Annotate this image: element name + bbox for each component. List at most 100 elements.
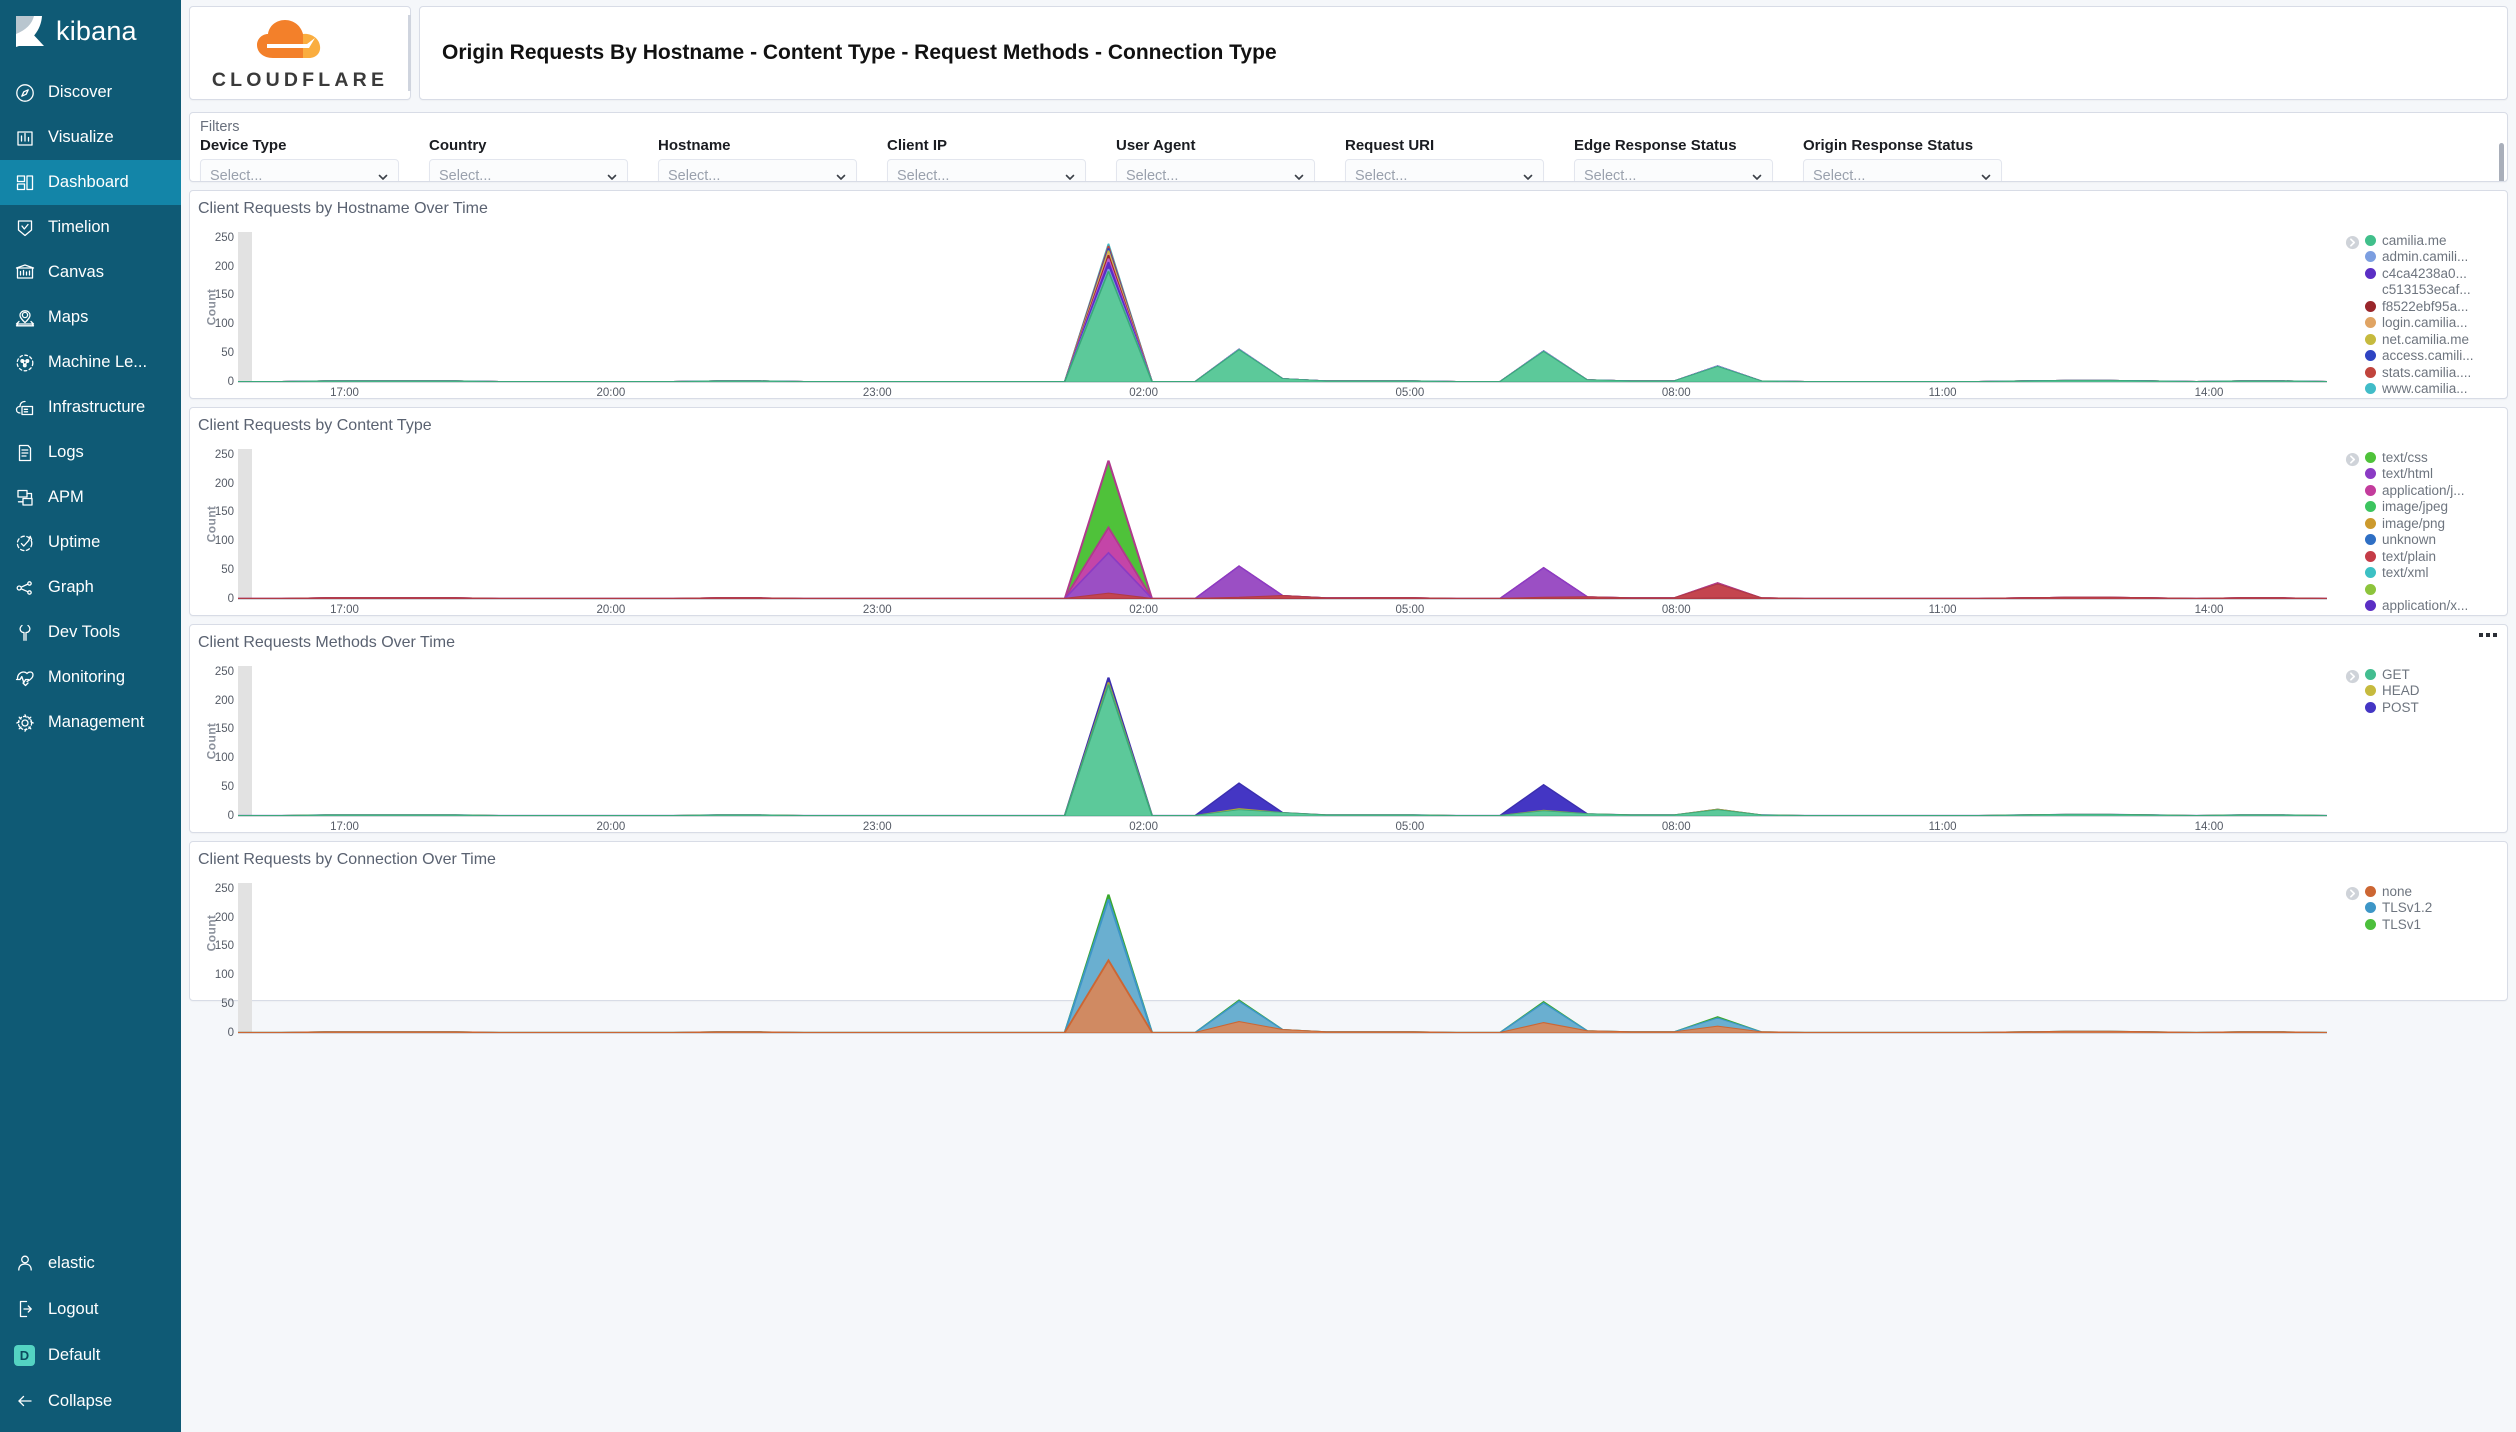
vis-panel-2: Client Requests by Content Type Count 0 50 1…	[189, 407, 2508, 637]
sidebar-footer-default[interactable]: D Default	[0, 1332, 181, 1378]
filter-select-hostname[interactable]: Select...	[658, 159, 857, 182]
chart-area[interactable]: Count 0 50 100 150 200 250 17:00 20:00 23:00 02:00…	[190, 218, 2345, 420]
chart-area[interactable]: Count 0 50 100 150 200 250 17:00 20:00 23:00 02:00…	[190, 435, 2345, 637]
filter-select-client-ip[interactable]: Select...	[887, 159, 1086, 182]
chart-area[interactable]: Count 0 50 100 150 200 250	[190, 869, 2345, 1039]
filter-label: Country	[429, 137, 487, 154]
sidebar-item-maps[interactable]: Maps	[0, 295, 181, 340]
legend-item[interactable]: text/css	[2365, 449, 2507, 466]
filters-scrollbar[interactable]	[2499, 143, 2504, 181]
legend-expand-icon[interactable]	[2345, 235, 2360, 250]
sidebar-item-timelion[interactable]: Timelion	[0, 205, 181, 250]
sidebar-item-label: Canvas	[48, 263, 104, 281]
sidebar-item-management[interactable]: Management	[0, 700, 181, 745]
legend-label: application/x...	[2382, 598, 2469, 614]
chart-plot[interactable]	[238, 449, 2327, 599]
canvas-icon	[14, 262, 35, 283]
legend-color-dot	[2365, 668, 2376, 680]
sidebar-item-dev-tools[interactable]: Dev Tools	[0, 610, 181, 655]
chart-plot[interactable]	[238, 666, 2327, 816]
sidebar-item-canvas[interactable]: Canvas	[0, 250, 181, 295]
legend-expand-icon[interactable]	[2345, 452, 2360, 467]
legend-expand-icon[interactable]	[2345, 669, 2360, 684]
filter-placeholder: Select...	[439, 167, 492, 182]
y-tick-label: 50	[221, 781, 234, 794]
legend-color-dot	[2365, 567, 2376, 579]
legend-item[interactable]: POST	[2365, 699, 2507, 716]
legend-item[interactable]: text/html	[2365, 466, 2507, 483]
legend-label: net.camilia.me	[2382, 331, 2470, 347]
legend-color-dot	[2365, 902, 2376, 914]
legend-item[interactable]: text/xml	[2365, 565, 2507, 582]
filter-origin-response-status: Origin Response Status Select...	[1803, 137, 2032, 181]
sidebar-footer-label: elastic	[48, 1253, 95, 1272]
sidebar-item-apm[interactable]: APM	[0, 475, 181, 520]
panel-context-menu-button[interactable]	[2479, 633, 2497, 637]
sidebar-footer-collapse[interactable]: Collapse	[0, 1378, 181, 1424]
sidebar-item-monitoring[interactable]: Monitoring	[0, 655, 181, 700]
y-tick-label: 0	[227, 376, 234, 388]
filter-placeholder: Select...	[668, 167, 721, 182]
legend-item[interactable]: c4ca4238a0...	[2365, 265, 2507, 282]
legend-expand-icon[interactable]	[2345, 886, 2360, 901]
legend-item[interactable]: image/png	[2365, 515, 2507, 532]
chart-plot[interactable]	[238, 883, 2327, 1033]
legend-item[interactable]: none	[2365, 883, 2507, 900]
kibana-logo[interactable]: kibana	[0, 0, 181, 62]
filter-placeholder: Select...	[897, 167, 950, 182]
filter-select-device-type[interactable]: Select...	[200, 159, 399, 182]
legend-item[interactable]: TLSv1	[2365, 916, 2507, 933]
legend-item[interactable]: text/plain	[2365, 548, 2507, 565]
legend-label: POST	[2382, 699, 2419, 715]
legend-item[interactable]	[2365, 581, 2507, 598]
legend-item[interactable]: login.camilia...	[2365, 315, 2507, 332]
sidebar-item-uptime[interactable]: Uptime	[0, 520, 181, 565]
legend-item[interactable]: net.camilia.me	[2365, 331, 2507, 348]
legend-item[interactable]: access.camili...	[2365, 348, 2507, 365]
sidebar-item-graph[interactable]: Graph	[0, 565, 181, 610]
legend-item[interactable]: TLSv1.2	[2365, 900, 2507, 917]
legend-item[interactable]: GET	[2365, 666, 2507, 683]
legend-color-dot	[2365, 701, 2376, 713]
legend-item[interactable]: stats.camilia....	[2365, 364, 2507, 381]
page-title: Origin Requests By Hostname - Content Ty…	[442, 41, 1277, 64]
vis-panel-title: Client Requests by Connection Over Time	[198, 851, 496, 868]
sidebar-item-visualize[interactable]: Visualize	[0, 115, 181, 160]
y-tick-label: 100	[214, 969, 234, 982]
legend-item[interactable]: f8522ebf95a...	[2365, 298, 2507, 315]
filter-edge-response-status: Edge Response Status Select...	[1574, 137, 1803, 181]
legend-item[interactable]: application/j...	[2365, 482, 2507, 499]
logs-icon	[14, 442, 35, 463]
sidebar-footer-logout[interactable]: Logout	[0, 1286, 181, 1332]
legend-label: f8522ebf95a...	[2382, 298, 2469, 314]
chart-legend: camilia.me admin.camili... c4ca4238a0... c5…	[2345, 218, 2507, 398]
legend-label: www.camilia...	[2382, 381, 2468, 397]
filter-select-origin-response-status[interactable]: Select...	[1803, 159, 2002, 181]
chevron-down-icon	[1522, 170, 1534, 182]
sidebar-item-machine-le[interactable]: Machine Le...	[0, 340, 181, 385]
y-tick-label: 0	[227, 810, 234, 822]
legend-label: HEAD	[2382, 683, 2420, 699]
legend-item[interactable]: image/jpeg	[2365, 499, 2507, 516]
sidebar-footer-elastic[interactable]: elastic	[0, 1240, 181, 1286]
sidebar-item-infrastructure[interactable]: Infrastructure	[0, 385, 181, 430]
sidebar-item-logs[interactable]: Logs	[0, 430, 181, 475]
legend-item[interactable]: admin.camili...	[2365, 249, 2507, 266]
sidebar-item-discover[interactable]: Discover	[0, 70, 181, 115]
visualizations-host: Client Requests by Hostname Over Time Cou…	[181, 190, 2516, 1039]
chart-plot[interactable]	[238, 232, 2327, 382]
legend-item[interactable]: HEAD	[2365, 683, 2507, 700]
legend-item[interactable]: c513153ecaf...	[2365, 282, 2507, 299]
chart-area[interactable]: Count 0 50 100 150 200 250 17:00 20:00 23:00 02:00…	[190, 652, 2345, 854]
legend-item[interactable]: camilia.me	[2365, 232, 2507, 249]
legend-item[interactable]: unknown	[2365, 532, 2507, 549]
legend-item[interactable]: application/x...	[2365, 598, 2507, 615]
filter-placeholder: Select...	[210, 167, 263, 182]
filter-select-request-uri[interactable]: Select...	[1345, 159, 1544, 182]
filter-select-edge-response-status[interactable]: Select...	[1574, 159, 1773, 181]
x-axis-line	[238, 1033, 2327, 1034]
filter-select-user-agent[interactable]: Select...	[1116, 159, 1315, 181]
legend-item[interactable]: www.camilia...	[2365, 381, 2507, 398]
filter-select-country[interactable]: Select...	[429, 159, 628, 182]
sidebar-item-dashboard[interactable]: Dashboard	[0, 160, 181, 205]
